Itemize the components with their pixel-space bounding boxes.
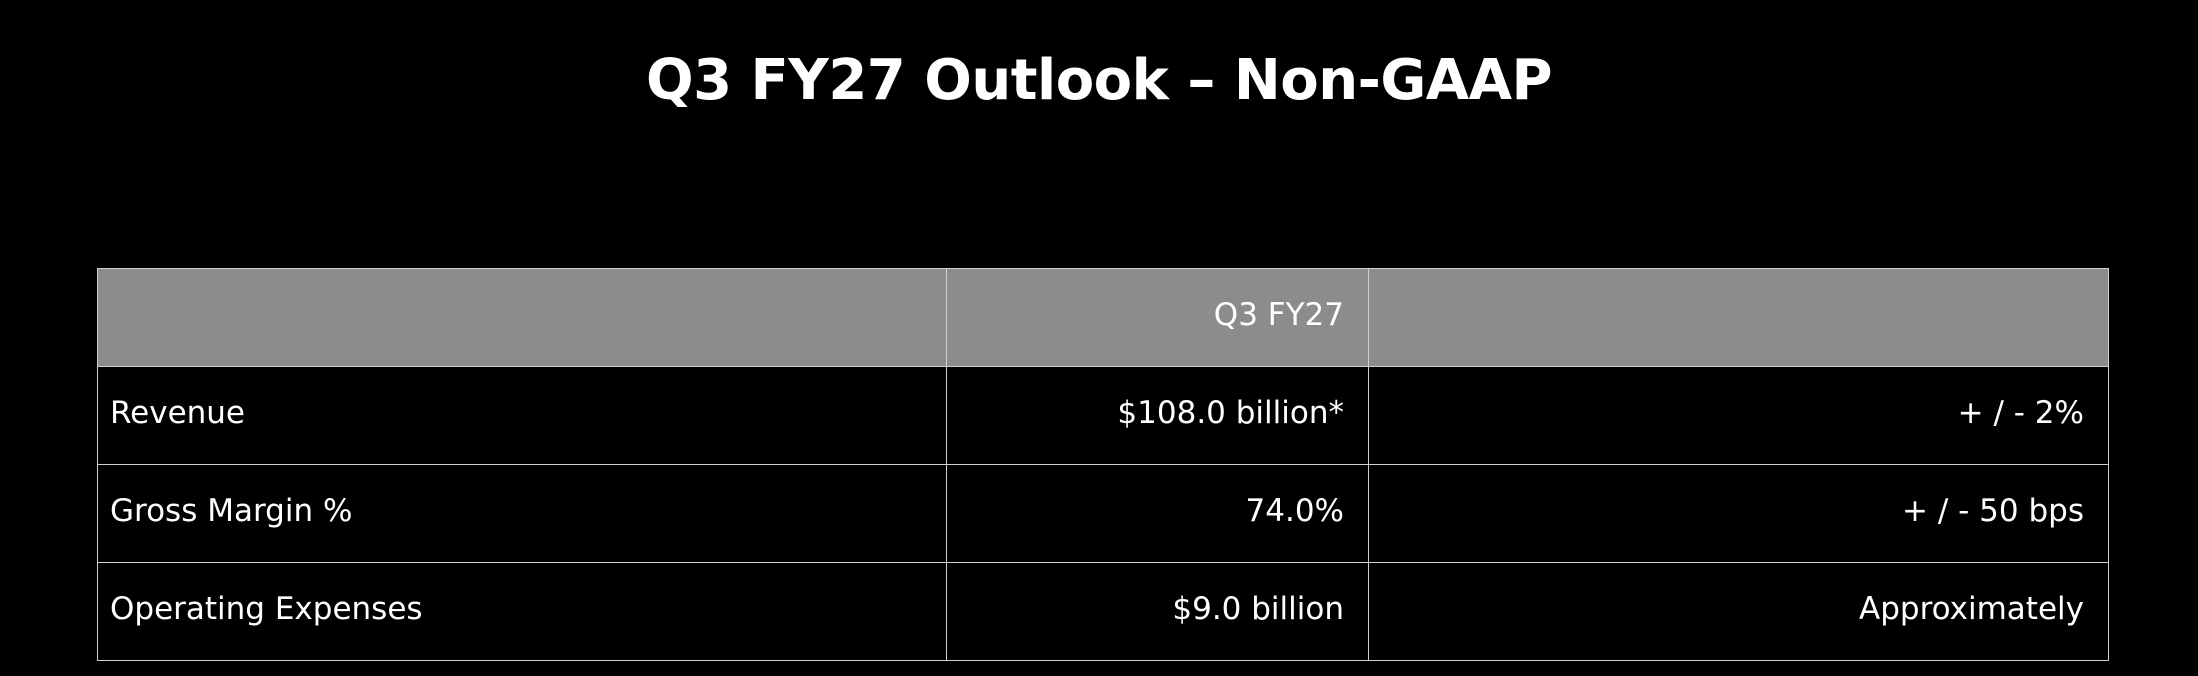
value-cell: $9.0 billion <box>946 562 1369 661</box>
metric-cell: Revenue <box>97 366 947 465</box>
metric-cell: Gross Margin % <box>97 464 947 563</box>
range-cell: Approximately <box>1368 562 2109 661</box>
slide-title: Q3 FY27 Outlook – Non-GAAP <box>645 48 1553 113</box>
table-row: Gross Margin % 74.0% + / - 50 bps <box>97 464 2109 563</box>
header-cell <box>97 268 947 367</box>
table-row: Revenue $108.0 billion* + / - 2% <box>97 366 2109 465</box>
header-cell <box>1368 268 2109 367</box>
range-cell: + / - 50 bps <box>1368 464 2109 563</box>
range-cell: + / - 2% <box>1368 366 2109 465</box>
value-cell: 74.0% <box>946 464 1369 563</box>
value-cell: $108.0 billion* <box>946 366 1369 465</box>
outlook-table: Q3 FY27 Revenue $108.0 billion* + / - 2%… <box>97 268 2109 661</box>
header-row: Q3 FY27 <box>97 268 2109 367</box>
metric-cell: Operating Expenses <box>97 562 947 661</box>
table-row: Operating Expenses $9.0 billion Approxim… <box>97 562 2109 661</box>
header-cell: Q3 FY27 <box>946 268 1369 367</box>
